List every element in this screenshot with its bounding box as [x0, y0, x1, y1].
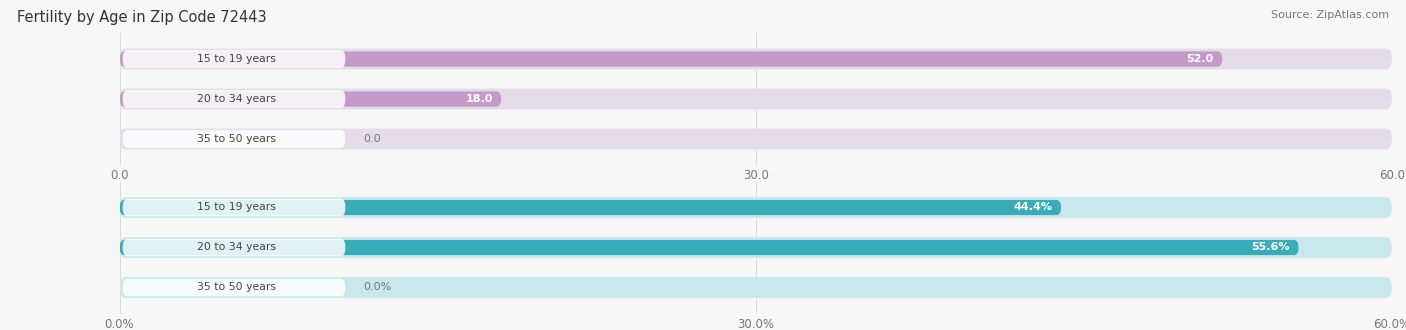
Text: Source: ZipAtlas.com: Source: ZipAtlas.com — [1271, 10, 1389, 20]
FancyBboxPatch shape — [122, 90, 346, 108]
Text: 35 to 50 years: 35 to 50 years — [197, 134, 276, 144]
FancyBboxPatch shape — [120, 277, 1392, 298]
FancyBboxPatch shape — [120, 129, 1392, 149]
Text: 15 to 19 years: 15 to 19 years — [197, 54, 276, 64]
FancyBboxPatch shape — [122, 130, 346, 148]
Text: 35 to 50 years: 35 to 50 years — [197, 282, 276, 292]
FancyBboxPatch shape — [120, 91, 501, 107]
Text: 20 to 34 years: 20 to 34 years — [197, 243, 276, 252]
FancyBboxPatch shape — [122, 50, 346, 68]
Text: 20 to 34 years: 20 to 34 years — [197, 94, 276, 104]
FancyBboxPatch shape — [122, 239, 346, 256]
FancyBboxPatch shape — [120, 237, 1392, 258]
FancyBboxPatch shape — [122, 199, 346, 216]
FancyBboxPatch shape — [120, 240, 1299, 255]
FancyBboxPatch shape — [122, 279, 346, 296]
Text: 55.6%: 55.6% — [1251, 243, 1291, 252]
Text: 52.0: 52.0 — [1187, 54, 1213, 64]
FancyBboxPatch shape — [120, 88, 1392, 110]
Text: 18.0: 18.0 — [465, 94, 492, 104]
Text: 0.0: 0.0 — [363, 134, 381, 144]
Text: 15 to 19 years: 15 to 19 years — [197, 203, 276, 213]
FancyBboxPatch shape — [120, 197, 1392, 218]
FancyBboxPatch shape — [120, 49, 1392, 69]
Text: Fertility by Age in Zip Code 72443: Fertility by Age in Zip Code 72443 — [17, 10, 267, 25]
Text: 0.0%: 0.0% — [363, 282, 392, 292]
Text: 44.4%: 44.4% — [1014, 203, 1053, 213]
FancyBboxPatch shape — [120, 200, 1062, 215]
FancyBboxPatch shape — [120, 51, 1222, 67]
